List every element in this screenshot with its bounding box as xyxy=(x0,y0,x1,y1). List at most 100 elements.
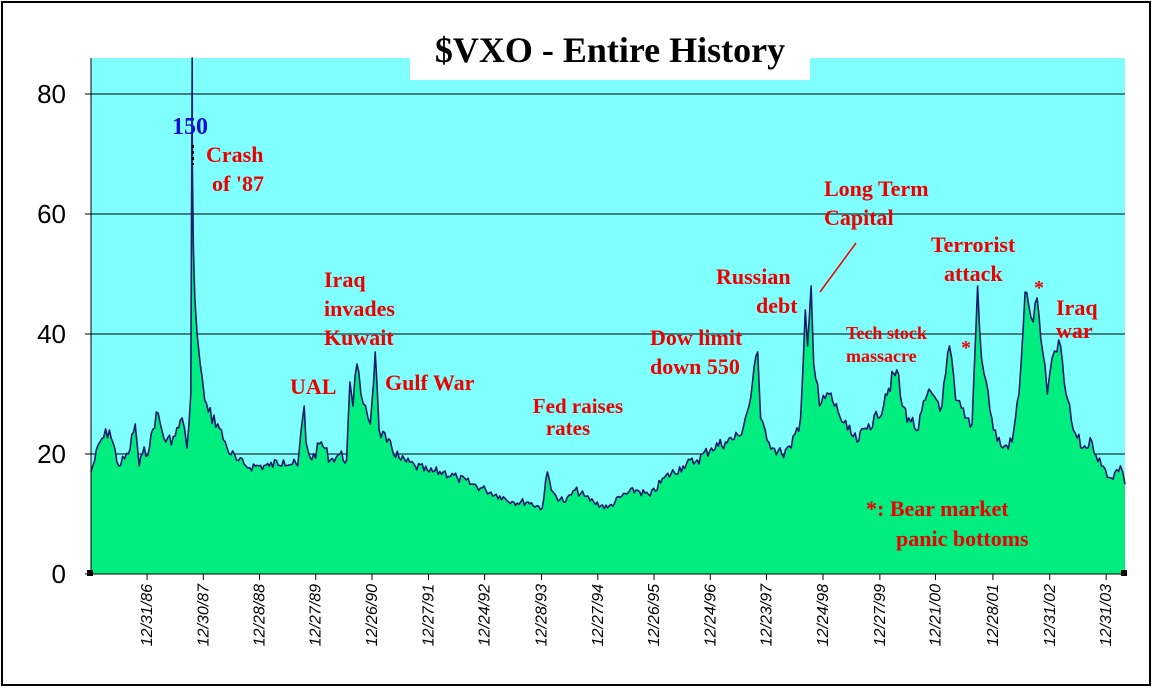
data-point xyxy=(191,57,193,59)
data-point xyxy=(837,411,839,413)
annotation-bear-line2: panic bottoms xyxy=(896,526,1029,551)
data-point xyxy=(682,465,684,467)
x-ticks: 12/31/86 12/30/87 12/28/88 12/27/89 12/26/90… xyxy=(139,574,1115,646)
x-tick-label: 12/31/03 xyxy=(1098,584,1115,646)
data-point xyxy=(118,465,120,467)
data-point xyxy=(856,441,858,443)
data-point xyxy=(748,405,750,407)
data-point xyxy=(1110,477,1112,479)
data-point xyxy=(1032,321,1034,323)
data-point xyxy=(134,423,136,425)
data-point xyxy=(155,411,157,413)
data-point xyxy=(485,489,487,491)
data-point xyxy=(108,429,110,431)
data-point xyxy=(917,429,919,431)
data-point xyxy=(194,297,196,299)
x-tick-label: 12/31/02 xyxy=(1042,584,1059,646)
data-point xyxy=(1124,483,1126,485)
data-point xyxy=(527,501,529,503)
data-point xyxy=(186,447,188,449)
data-point xyxy=(513,501,515,503)
data-point xyxy=(138,465,140,467)
data-point xyxy=(329,459,332,461)
data-points xyxy=(90,57,1126,509)
data-point xyxy=(1056,351,1058,353)
x-tick-label: 12/28/93 xyxy=(534,584,551,646)
annotation-iraq-war-line1: Iraq xyxy=(1056,295,1098,320)
data-point xyxy=(378,429,380,431)
x-tick-label: 12/26/95 xyxy=(646,584,663,646)
data-point xyxy=(365,405,367,407)
annotation-iraq-line1: Iraq xyxy=(324,267,366,292)
data-point xyxy=(828,393,830,395)
data-point xyxy=(369,423,371,425)
data-point xyxy=(977,285,979,287)
annotation-asterisk-2: * xyxy=(1034,277,1044,299)
data-point xyxy=(339,453,341,455)
data-point xyxy=(555,495,557,497)
data-point xyxy=(1011,441,1013,443)
data-point xyxy=(1072,429,1074,431)
data-point xyxy=(1091,441,1093,443)
data-point xyxy=(607,507,609,509)
data-point xyxy=(760,417,762,419)
data-point xyxy=(471,483,473,485)
data-point xyxy=(346,459,348,461)
data-point xyxy=(649,495,651,497)
data-point xyxy=(282,459,285,461)
x-tick-label: 12/28/88 xyxy=(252,584,269,646)
data-point xyxy=(245,465,247,467)
data-point xyxy=(165,441,167,443)
data-point xyxy=(1059,345,1062,347)
data-point xyxy=(800,417,802,419)
data-point xyxy=(127,453,129,455)
data-point xyxy=(901,405,903,407)
data-point xyxy=(356,363,358,365)
data-point xyxy=(196,333,198,335)
data-point xyxy=(635,489,637,491)
data-point xyxy=(311,459,313,461)
data-point xyxy=(1119,465,1121,467)
data-point xyxy=(846,429,849,431)
annotation-fed-line1: Fed raises xyxy=(533,394,623,418)
annotation-crash-line1: Crash xyxy=(206,142,263,167)
title-box xyxy=(410,24,810,80)
data-point xyxy=(781,453,783,455)
data-point xyxy=(1042,351,1044,353)
data-point xyxy=(877,417,879,419)
annotation-dow-line1: Dow limit xyxy=(650,325,743,350)
data-point xyxy=(400,459,402,461)
data-point xyxy=(790,447,792,449)
annotation-crash-line2: of '87 xyxy=(212,171,264,196)
annotation-asterisk-1: * xyxy=(961,337,971,359)
series-line xyxy=(90,57,1126,511)
annotation-iraq-line2: invades xyxy=(324,296,395,321)
data-point xyxy=(1082,447,1084,449)
data-point xyxy=(1018,393,1020,395)
data-point xyxy=(564,501,567,503)
data-point xyxy=(924,399,926,401)
data-point xyxy=(696,459,698,461)
data-point xyxy=(884,393,887,395)
data-point xyxy=(217,423,219,425)
data-point xyxy=(428,471,430,473)
y-tick-label: 0 xyxy=(52,559,66,589)
data-point xyxy=(804,309,806,311)
annotation-ltcm-pointer xyxy=(819,242,857,293)
chart-title: $VXO - Entire History xyxy=(435,30,785,70)
data-point xyxy=(757,351,759,353)
data-point xyxy=(254,465,256,467)
annotation-ltcm-line2: Capital xyxy=(824,205,894,230)
data-point xyxy=(948,345,951,347)
annotation-peak-150: 150 xyxy=(172,114,208,140)
data-point xyxy=(207,411,209,413)
data-point xyxy=(1065,393,1067,395)
x-tick-label: 12/27/89 xyxy=(308,584,325,646)
data-point xyxy=(141,453,144,455)
annotation-bear-line1: *: Bear market xyxy=(866,496,1009,521)
y-ticks: 0 20 40 60 80 xyxy=(37,79,91,589)
data-point xyxy=(1051,357,1053,359)
y-tick-label: 80 xyxy=(37,79,66,109)
data-point xyxy=(583,495,585,497)
